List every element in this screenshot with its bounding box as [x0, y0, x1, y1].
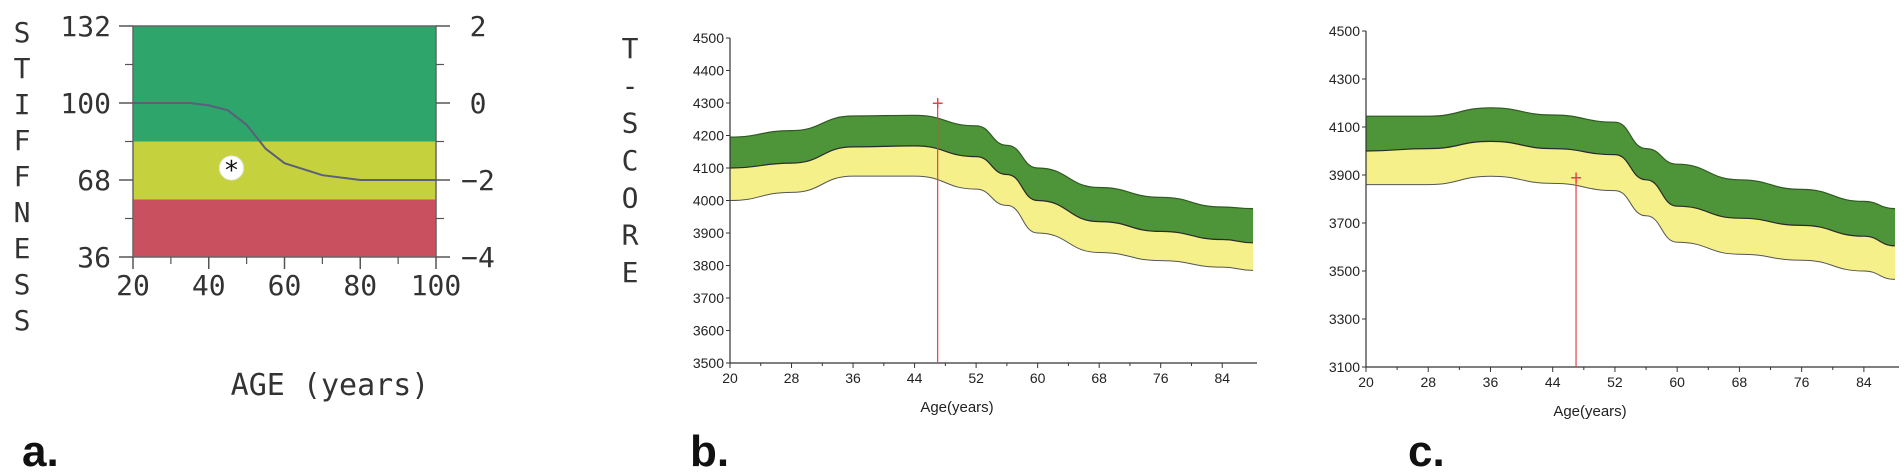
- panel-a-y-axis-label-char: S: [14, 268, 31, 301]
- panel-a-y2-tick-label: 2: [470, 10, 487, 43]
- c-x-tick-label: 84: [1856, 374, 1872, 390]
- panel-a-x-tick-label: 40: [192, 269, 226, 302]
- panel-a-y-axis-label-char: F: [14, 160, 31, 193]
- c-y-tick-label: 4100: [1329, 119, 1360, 135]
- panel-a-y-tick-label: 36: [77, 241, 111, 274]
- panel-a-y-tick-label: 132: [60, 10, 111, 43]
- c-y-tick-label: 3500: [1329, 263, 1360, 279]
- b-lower-edge: [729, 175, 1254, 271]
- b-y-tick-label: 4300: [693, 95, 724, 111]
- panel-a-y-axis-label-char: S: [14, 304, 31, 337]
- panel-a-x-axis-label: AGE (years): [231, 368, 430, 403]
- b-upper-edge: [729, 114, 1254, 210]
- panel-c-age-chart: 3100 3300 3500 3700 3900 4100 4300 4500 20 28 36 44…: [1329, 23, 1899, 420]
- b-y-tick-label: 3500: [693, 355, 724, 371]
- panel-a-x-tick-label: 20: [116, 269, 150, 302]
- b-patient-marker: +: [932, 93, 944, 115]
- panel-a-zone-1: [133, 141, 436, 200]
- b-x-tick-label: 44: [907, 370, 923, 386]
- b-y-tick-label: 3600: [693, 323, 724, 339]
- panel-letter-a: a.: [22, 427, 59, 473]
- panel-letter-b: b.: [690, 427, 729, 473]
- b-y-tick-label: 4100: [693, 160, 724, 176]
- b-y-tick-label: 4000: [693, 193, 724, 209]
- c-y-tick-label: 3900: [1329, 167, 1360, 183]
- panel-a-y2-axis-label-char: S: [622, 107, 639, 140]
- b-lower-band: [730, 145, 1253, 271]
- c-y-tick-label: 4300: [1329, 71, 1360, 87]
- panel-a-patient-marker-symbol: *: [224, 156, 240, 186]
- panel-a-series-line: [133, 102, 436, 181]
- b-x-tick-label: 52: [968, 370, 984, 386]
- b-x-tick-label: 20: [722, 370, 738, 386]
- c-x-tick-label: 60: [1669, 374, 1685, 390]
- panel-letter-c: c.: [1408, 427, 1445, 473]
- panel-b-age-chart: 3500 3600 3700 3800 3900 4000 4100 4200 4300 4400…: [693, 30, 1257, 416]
- b-y-tick-label: 4400: [693, 63, 724, 79]
- panel-a-y-axis-label-char: I: [14, 88, 31, 121]
- panel-a-y2-tick-label: −4: [461, 241, 495, 274]
- panel-a-y-tick-label: 68: [77, 164, 111, 197]
- c-x-tick-label: 36: [1483, 374, 1499, 390]
- panel-a-y-axis-label-char: S: [14, 16, 31, 49]
- c-x-tick-label: 28: [1420, 374, 1436, 390]
- c-x-tick-label: 44: [1545, 374, 1561, 390]
- panel-a-y-axis-label-char: F: [14, 124, 31, 157]
- panel-a-y-axis-label-char: T: [14, 52, 31, 85]
- c-upper-edge: [1366, 107, 1896, 210]
- panel-a-y2-axis-label-char: T: [622, 32, 639, 65]
- b-x-tick-label: 84: [1214, 370, 1230, 386]
- c-mid-line: [1365, 140, 1896, 247]
- panel-a-y-axis-label-char: N: [14, 196, 31, 229]
- panel-a-y2-tick-label: 0: [470, 87, 487, 120]
- c-y-tick-label: 4500: [1329, 23, 1360, 39]
- b-x-tick-label: 28: [784, 370, 800, 386]
- panel-a-x-tick-label: 60: [268, 269, 302, 302]
- c-x-tick-label: 68: [1732, 374, 1748, 390]
- b-x-tick-label: 76: [1153, 370, 1169, 386]
- c-lower-edge: [1365, 175, 1896, 280]
- c-x-tick-label: 20: [1358, 374, 1374, 390]
- panel-a-x-tick-label: 80: [343, 269, 377, 302]
- b-y-tick-label: 3800: [693, 258, 724, 274]
- b-y-tick-label: 3700: [693, 290, 724, 306]
- panel-a-y2-axis-label-char: R: [622, 219, 639, 252]
- b-y-tick-label: 3900: [693, 225, 724, 241]
- panel-a-zone-2: [133, 26, 436, 142]
- c-y-tick-label: 3100: [1329, 359, 1360, 375]
- c-upper-band: [1366, 107, 1895, 246]
- c-x-tick-label: 52: [1607, 374, 1623, 390]
- c-y-tick-label: 3300: [1329, 311, 1360, 327]
- panel-a-y2-axis-label-char: O: [622, 181, 639, 214]
- panel-a-x-tick-label: 100: [411, 269, 462, 302]
- panel-a-y2-axis-label-char: C: [622, 144, 639, 177]
- c-patient-marker: +: [1570, 167, 1582, 189]
- b-mid-line: [729, 145, 1254, 244]
- b-upper-band: [730, 115, 1253, 243]
- panel-a-y-tick-label: 100: [60, 87, 111, 120]
- panel-a-zone-0: [133, 199, 436, 257]
- panel-a-y2-axis-label-char: E: [622, 256, 639, 289]
- b-x-tick-label: 60: [1030, 370, 1046, 386]
- c-lower-band: [1366, 141, 1895, 280]
- b-y-tick-label: 4200: [693, 128, 724, 144]
- c-y-tick-label: 3700: [1329, 215, 1360, 231]
- panel-a-y-axis-label-char: E: [14, 232, 31, 265]
- b-x-tick-label: 68: [1091, 370, 1107, 386]
- panel-c-x-axis-label: Age(years): [1553, 403, 1626, 420]
- panel-a-y2-tick-label: −2: [461, 164, 495, 197]
- panel-a-patient-marker-dot: [218, 155, 244, 181]
- c-x-tick-label: 76: [1794, 374, 1810, 390]
- panel-a-y2-axis-label-char: -: [622, 69, 639, 102]
- b-y-tick-label: 4500: [693, 30, 724, 46]
- panel-b-x-axis-label: Age(years): [920, 399, 993, 416]
- b-x-tick-label: 36: [845, 370, 861, 386]
